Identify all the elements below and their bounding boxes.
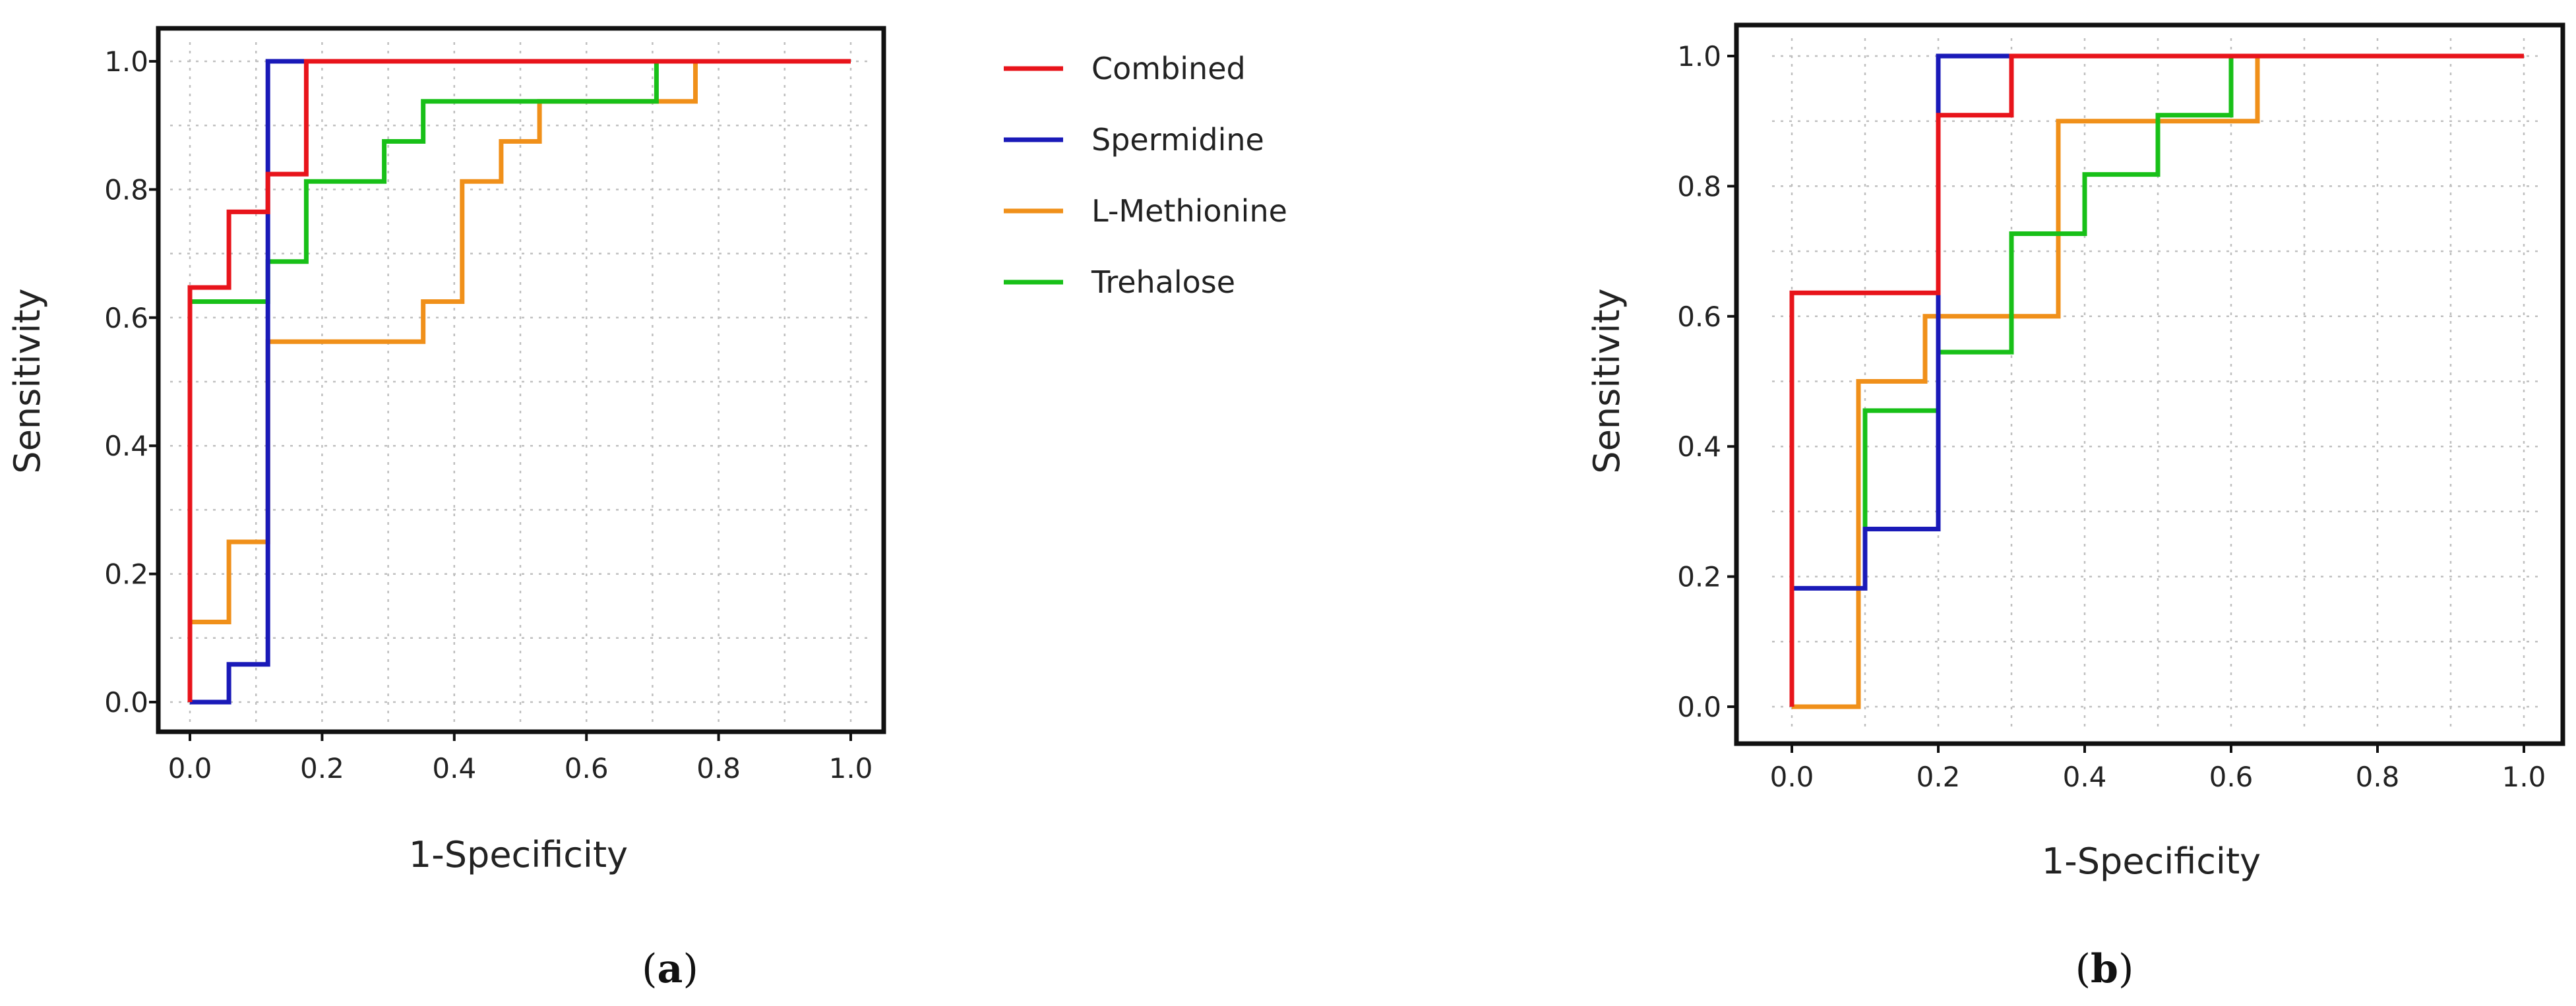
panel-a-label: (a) <box>642 946 698 992</box>
panel-b-y-tick-label: 0.6 <box>1677 301 1721 333</box>
panel-a-x-tick-label: 0.8 <box>696 752 741 784</box>
legend-item-combined: Combined <box>1004 51 1246 86</box>
panel-a-letter: a <box>658 946 683 992</box>
panel-a: 0.0 0.2 0.4 0.6 0.8 1.0 0.0 0.2 0.4 0.6 0.8 1.0 1-S… <box>7 26 886 992</box>
panel-b-ticks: 0.0 0.2 0.4 0.6 0.8 1.0 0.0 0.2 0.4 0.6 0.8 1.0 <box>1677 40 2546 793</box>
panel-a-series <box>187 59 851 705</box>
legend-label-spermidine: Spermidine <box>1091 122 1264 158</box>
panel-b-y-tick-label: 0.0 <box>1677 691 1721 723</box>
panel-b-series-spermidine <box>1792 53 2011 591</box>
panel-b-label: (b) <box>2075 946 2134 992</box>
panel-b-x-tick-label: 0.4 <box>2063 761 2107 793</box>
panel-b-series-combined <box>1789 53 2524 707</box>
legend: Combined Spermidine L-Methionine Trehalo… <box>1004 51 1287 300</box>
legend-item-trehalose: Trehalose <box>1004 264 1235 300</box>
panel-a-y-tick-label: 0.2 <box>104 558 148 591</box>
panel-b-letter: b <box>2091 946 2118 992</box>
legend-label-trehalose: Trehalose <box>1091 264 1235 300</box>
panel-a-y-tick-label: 0.8 <box>104 173 148 206</box>
panel-a-grid <box>170 42 871 722</box>
panel-b-series <box>1789 53 2524 709</box>
panel-a-y-tick-label: 0.0 <box>104 686 148 719</box>
panel-b-y-tick-label: 0.2 <box>1677 561 1721 593</box>
legend-item-spermidine: Spermidine <box>1004 122 1264 158</box>
panel-a-x-axis-label: 1-Specificity <box>409 834 628 875</box>
panel-a-x-tick-label: 0.6 <box>565 752 609 784</box>
panel-b-x-axis-label: 1-Specificity <box>2042 841 2261 882</box>
panel-b-x-tick-label: 0.2 <box>1917 761 1961 793</box>
panel-b-x-tick-label: 1.0 <box>2502 761 2546 793</box>
panel-b: 0.0 0.2 0.4 0.6 0.8 1.0 0.0 0.2 0.4 0.6 0.8 1.0 1-S… <box>1586 22 2565 992</box>
panel-b-y-tick-label: 0.4 <box>1677 430 1721 463</box>
panel-a-x-tick-label: 0.0 <box>168 752 212 784</box>
panel-a-series-combined <box>187 59 851 702</box>
panel-a-y-tick-label: 0.6 <box>104 302 148 334</box>
panel-a-series-spermidine <box>190 59 307 705</box>
panel-a-series-l-methionine <box>187 59 851 702</box>
panel-a-frame <box>156 26 886 734</box>
panel-a-y-axis-label: Sensitivity <box>7 288 48 473</box>
panel-b-y-tick-label: 1.0 <box>1677 40 1721 73</box>
panel-b-x-tick-label: 0.8 <box>2356 761 2400 793</box>
panel-b-series-l-methionine <box>1792 53 2304 709</box>
panel-b-y-tick-label: 0.8 <box>1677 170 1721 202</box>
legend-item-l-methionine: L-Methionine <box>1004 193 1287 229</box>
panel-a-ticks: 0.0 0.2 0.4 0.6 0.8 1.0 0.0 0.2 0.4 0.6 0.8 1.0 <box>104 45 873 784</box>
panel-b-series-trehalose <box>1862 56 2234 529</box>
panel-b-x-tick-label: 0.6 <box>2209 761 2254 793</box>
legend-label-l-methionine: L-Methionine <box>1091 193 1287 229</box>
panel-b-frame <box>1734 22 2565 746</box>
panel-b-y-axis-label: Sensitivity <box>1586 288 1628 473</box>
panel-a-x-tick-label: 1.0 <box>829 752 873 784</box>
legend-label-combined: Combined <box>1091 51 1246 86</box>
panel-a-x-tick-label: 0.4 <box>432 752 476 784</box>
panel-b-x-tick-label: 0.0 <box>1770 761 1814 793</box>
panel-a-x-tick-label: 0.2 <box>300 752 344 784</box>
panel-a-y-tick-label: 0.4 <box>104 430 148 462</box>
panel-a-y-tick-label: 1.0 <box>104 45 148 78</box>
